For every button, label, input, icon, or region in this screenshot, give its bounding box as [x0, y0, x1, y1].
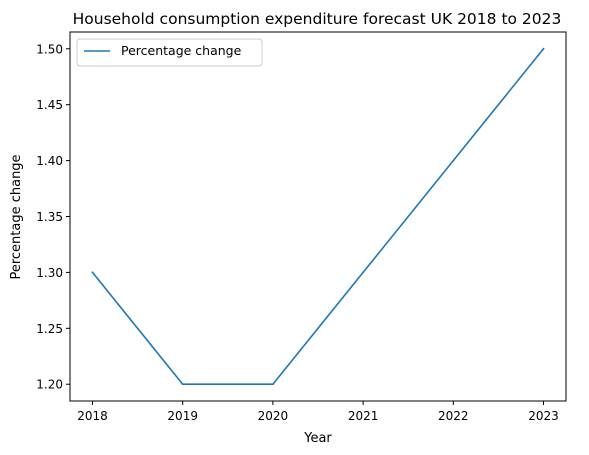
chart-title: Household consumption expenditure foreca…	[73, 10, 562, 28]
y-tick-label: 1.35	[36, 210, 63, 224]
legend: Percentage change	[77, 39, 262, 66]
x-tick-label: 2018	[77, 409, 108, 423]
x-tick-label: 2019	[167, 409, 198, 423]
y-tick-label: 1.25	[36, 322, 63, 336]
y-tick-label: 1.40	[36, 154, 63, 168]
data-point	[272, 383, 274, 385]
x-tick-label: 2023	[528, 409, 559, 423]
data-point	[92, 272, 94, 274]
data-point	[452, 160, 454, 162]
legend-label: Percentage change	[121, 43, 242, 58]
y-tick-label: 1.50	[36, 42, 63, 56]
y-axis-label: Percentage change	[9, 154, 24, 279]
y-tick-label: 1.30	[36, 266, 63, 280]
x-axis-ticks: 2018 2019 2020 2021 2022 2023	[77, 401, 559, 423]
series-line-0	[93, 49, 544, 384]
series-layer	[92, 48, 545, 385]
data-point	[182, 383, 184, 385]
x-tick-label: 2022	[438, 409, 469, 423]
data-point	[543, 48, 545, 50]
y-tick-label: 1.45	[36, 98, 63, 112]
plot-area-frame	[70, 32, 566, 401]
x-axis-label: Year	[303, 431, 332, 446]
x-tick-label: 2021	[348, 409, 379, 423]
y-axis-ticks: 1.20 1.25 1.30 1.35 1.40 1.45 1.50	[36, 42, 70, 391]
x-tick-label: 2020	[258, 409, 289, 423]
data-point	[362, 272, 364, 274]
y-tick-label: 1.20	[36, 378, 63, 392]
